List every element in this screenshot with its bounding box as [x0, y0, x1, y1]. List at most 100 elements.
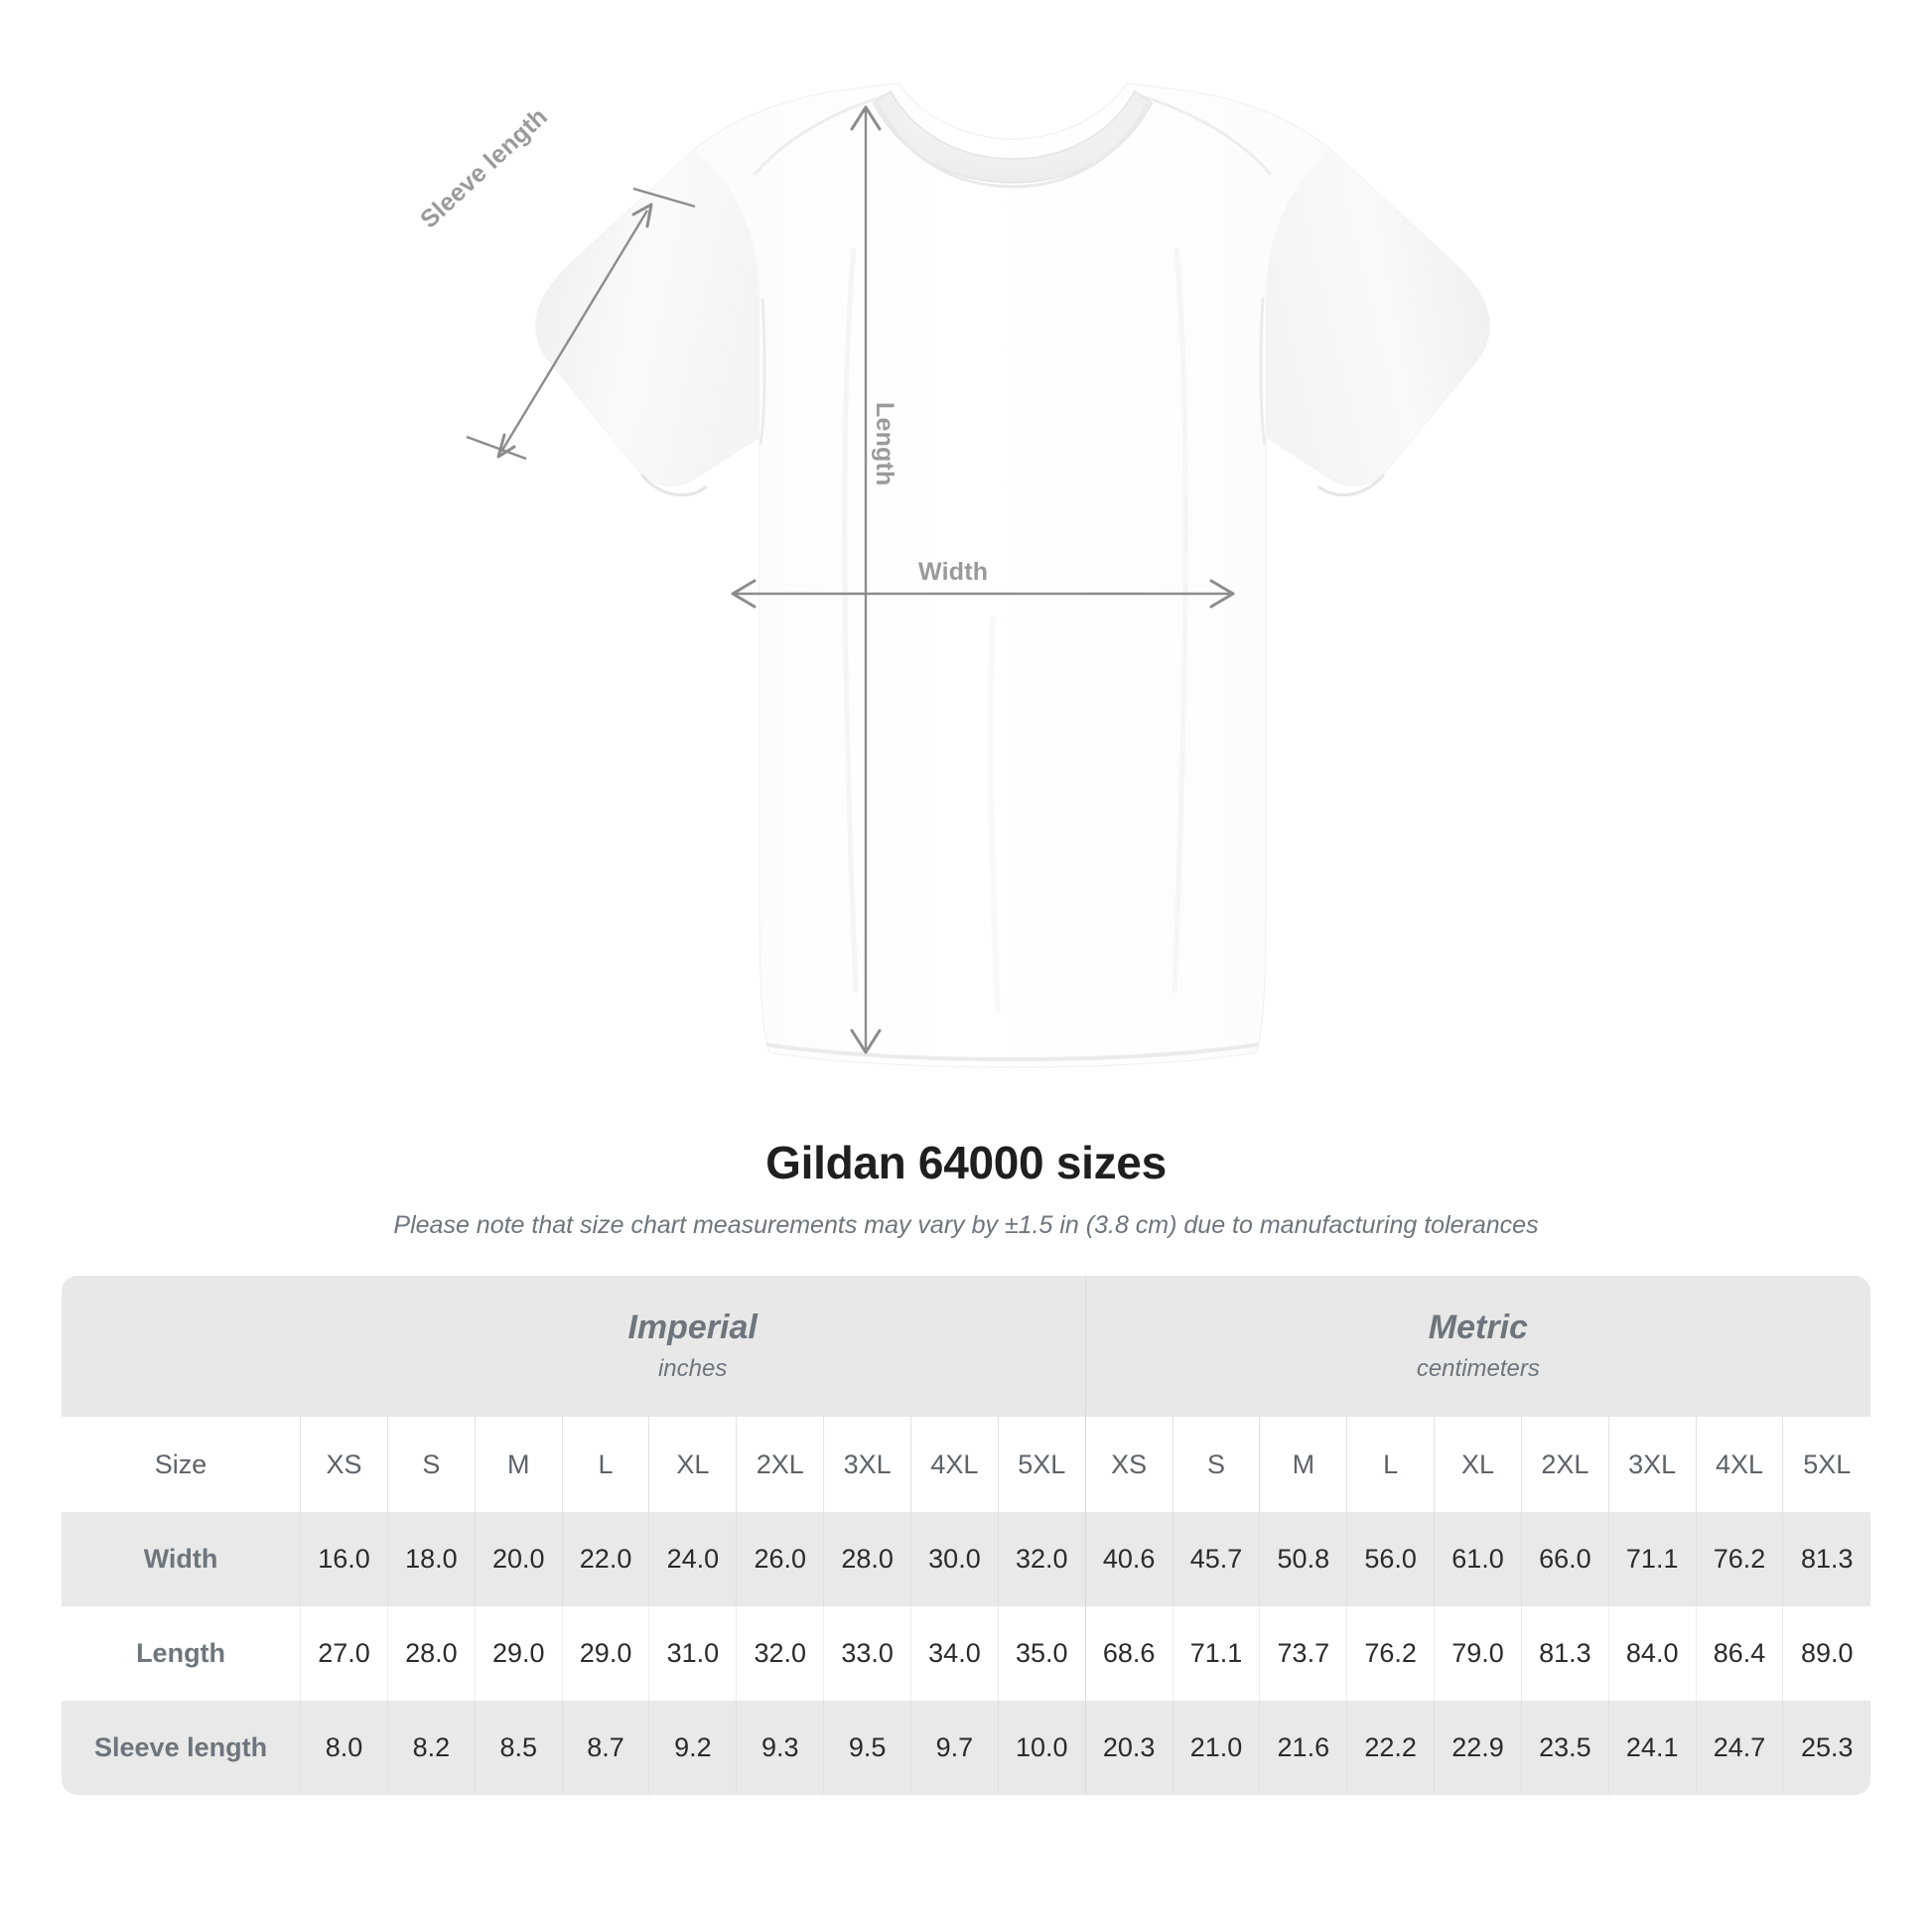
cell-length-metric-s: 71.1: [1172, 1606, 1260, 1701]
cell-sleeve-imperial-3xl: 9.5: [823, 1701, 911, 1795]
size-header-metric-m: M: [1259, 1417, 1347, 1512]
tshirt-silhouette: [535, 82, 1490, 1068]
cell-length-metric-xl: 79.0: [1434, 1606, 1522, 1701]
cell-length-imperial-3xl: 33.0: [823, 1606, 911, 1701]
size-header-metric-2xl: 2XL: [1520, 1417, 1609, 1512]
tshirt-diagram: [466, 82, 1490, 1068]
size-header-metric-xl: XL: [1434, 1417, 1522, 1512]
cell-length-metric-4xl: 86.4: [1695, 1606, 1783, 1701]
size-header-metric-xs: XS: [1084, 1417, 1173, 1512]
cell-length-metric-m: 73.7: [1259, 1606, 1347, 1701]
cell-sleeve-metric-xl: 22.9: [1434, 1701, 1522, 1795]
tolerance-note: Please note that size chart measurements…: [393, 1211, 1539, 1239]
unit-sub-metric: centimeters: [1416, 1354, 1540, 1382]
table-row: Sleeve length 8.0 8.2 8.5 8.7 9.2 9.3 9.…: [62, 1701, 1870, 1795]
cell-width-imperial-m: 20.0: [474, 1512, 563, 1606]
size-header-metric-4xl: 4XL: [1695, 1417, 1783, 1512]
cell-width-imperial-xs: 16.0: [300, 1512, 388, 1606]
cell-sleeve-imperial-2xl: 9.3: [736, 1701, 824, 1795]
size-header-imperial-xl: XL: [648, 1417, 737, 1512]
size-header-metric-s: S: [1172, 1417, 1260, 1512]
width-label: Width: [918, 558, 989, 586]
cell-sleeve-metric-4xl: 24.7: [1695, 1701, 1783, 1795]
cell-sleeve-imperial-5xl: 10.0: [997, 1701, 1086, 1795]
cell-length-imperial-s: 28.0: [386, 1606, 476, 1701]
size-header-imperial-s: S: [386, 1417, 476, 1512]
cell-sleeve-imperial-l: 8.7: [561, 1701, 649, 1795]
unit-header-row: Imperial inches Metric centimeters: [62, 1276, 1870, 1417]
length-label: Length: [871, 402, 898, 486]
cell-width-imperial-xl: 24.0: [648, 1512, 737, 1606]
size-header-row: Size XS S M L XL 2XL 3XL 4XL 5XL XS S M …: [62, 1417, 1870, 1512]
page-title: Gildan 64000 sizes: [765, 1137, 1167, 1188]
cell-sleeve-metric-3xl: 24.1: [1607, 1701, 1697, 1795]
row-label-header: Size: [62, 1417, 301, 1512]
cell-sleeve-imperial-xs: 8.0: [300, 1701, 388, 1795]
cell-sleeve-imperial-4xl: 9.7: [910, 1701, 999, 1795]
size-header-imperial-3xl: 3XL: [823, 1417, 911, 1512]
cell-width-imperial-4xl: 30.0: [910, 1512, 999, 1606]
cell-sleeve-metric-5xl: 25.3: [1782, 1701, 1870, 1795]
cell-width-metric-s: 45.7: [1172, 1512, 1260, 1606]
row-label-length: Length: [62, 1606, 301, 1701]
cell-sleeve-imperial-xl: 9.2: [648, 1701, 737, 1795]
size-header-metric-5xl: 5XL: [1782, 1417, 1870, 1512]
size-header-imperial-xs: XS: [300, 1417, 388, 1512]
measurement-arrows: [466, 105, 1235, 1054]
cell-sleeve-metric-m: 21.6: [1259, 1701, 1347, 1795]
cell-sleeve-metric-2xl: 23.5: [1520, 1701, 1609, 1795]
cell-sleeve-imperial-m: 8.5: [474, 1701, 563, 1795]
table-row: Length 27.0 28.0 29.0 29.0 31.0 32.0 33.…: [62, 1606, 1870, 1701]
size-table-wrap: Imperial inches Metric centimeters Size …: [62, 1276, 1870, 1795]
cell-width-metric-5xl: 81.3: [1782, 1512, 1870, 1606]
unit-group-imperial: Imperial inches: [300, 1276, 1086, 1417]
cell-width-metric-xs: 40.6: [1084, 1512, 1173, 1606]
unit-sub-imperial: inches: [657, 1354, 728, 1382]
cell-width-metric-3xl: 71.1: [1607, 1512, 1697, 1606]
cell-length-imperial-xs: 27.0: [300, 1606, 388, 1701]
cell-width-metric-2xl: 66.0: [1520, 1512, 1609, 1606]
table-row: Width 16.0 18.0 20.0 22.0 24.0 26.0 28.0…: [62, 1512, 1870, 1606]
cell-width-imperial-5xl: 32.0: [997, 1512, 1086, 1606]
size-header-metric-3xl: 3XL: [1607, 1417, 1697, 1512]
cell-length-metric-3xl: 84.0: [1607, 1606, 1697, 1701]
length-arrow: [850, 105, 882, 1054]
unit-corner-cell: [62, 1276, 301, 1417]
cell-width-imperial-3xl: 28.0: [823, 1512, 911, 1606]
size-header-imperial-2xl: 2XL: [736, 1417, 824, 1512]
cell-sleeve-metric-l: 22.2: [1346, 1701, 1435, 1795]
size-table: Imperial inches Metric centimeters Size …: [62, 1276, 1870, 1795]
size-header-imperial-5xl: 5XL: [997, 1417, 1086, 1512]
unit-name-imperial: Imperial: [627, 1309, 758, 1347]
cell-length-imperial-m: 29.0: [474, 1606, 563, 1701]
product-illustration: Sleeve length Length Width: [415, 82, 1490, 1068]
cell-width-imperial-2xl: 26.0: [736, 1512, 824, 1606]
cell-width-metric-m: 50.8: [1259, 1512, 1347, 1606]
cell-length-imperial-xl: 31.0: [648, 1606, 737, 1701]
size-header-metric-l: L: [1346, 1417, 1435, 1512]
sleeve-length-arrow: [466, 187, 696, 461]
cell-length-imperial-5xl: 35.0: [997, 1606, 1086, 1701]
row-label-width: Width: [62, 1512, 301, 1606]
size-header-imperial-l: L: [561, 1417, 649, 1512]
size-header-imperial-4xl: 4XL: [910, 1417, 999, 1512]
cell-length-metric-l: 76.2: [1346, 1606, 1435, 1701]
cell-sleeve-metric-s: 21.0: [1172, 1701, 1260, 1795]
cell-sleeve-metric-xs: 20.3: [1084, 1701, 1173, 1795]
cell-width-imperial-l: 22.0: [561, 1512, 649, 1606]
cell-length-metric-2xl: 81.3: [1520, 1606, 1609, 1701]
cell-length-metric-xs: 68.6: [1084, 1606, 1173, 1701]
width-arrow: [731, 579, 1235, 609]
cell-length-imperial-4xl: 34.0: [910, 1606, 999, 1701]
cell-length-imperial-l: 29.0: [561, 1606, 649, 1701]
cell-width-metric-4xl: 76.2: [1695, 1512, 1783, 1606]
row-label-sleeve-length: Sleeve length: [62, 1701, 301, 1795]
cell-length-metric-5xl: 89.0: [1782, 1606, 1870, 1701]
unit-name-metric: Metric: [1428, 1309, 1528, 1347]
title-block: Gildan 64000 sizes Please note that size…: [0, 1136, 1932, 1240]
cell-length-imperial-2xl: 32.0: [736, 1606, 824, 1701]
cell-width-imperial-s: 18.0: [386, 1512, 476, 1606]
cell-width-metric-xl: 61.0: [1434, 1512, 1522, 1606]
size-header-imperial-m: M: [474, 1417, 563, 1512]
